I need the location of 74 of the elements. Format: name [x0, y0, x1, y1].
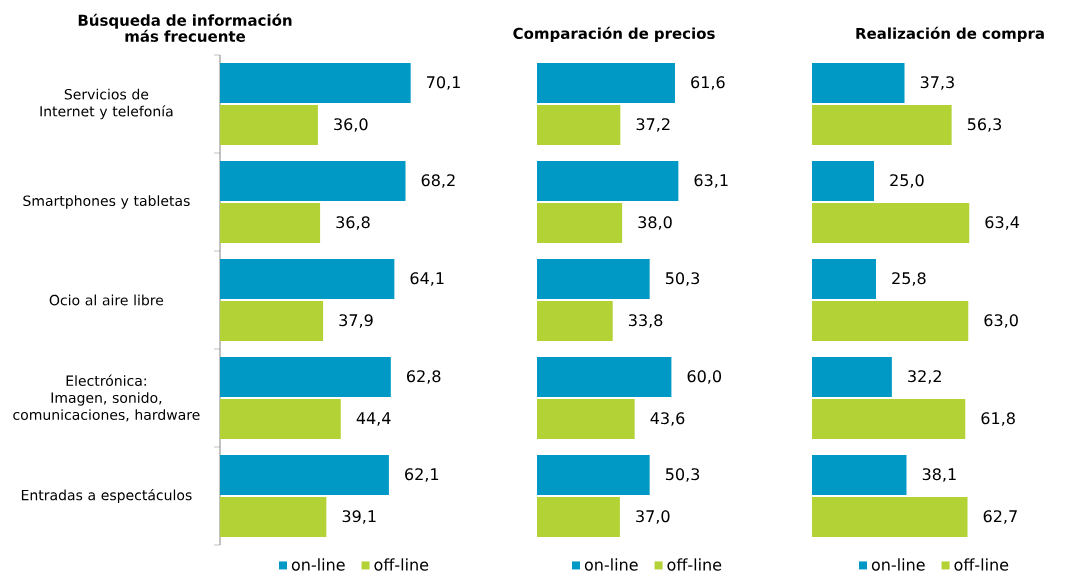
bar: [812, 63, 905, 104]
data-label: 39,1: [342, 510, 376, 525]
data-label: 61,6: [691, 76, 725, 91]
y-tick-label: Servicios de Internet y telefonía: [40, 88, 173, 120]
bar: [537, 497, 620, 538]
bar: [812, 357, 892, 398]
legend-label: on-line: [871, 558, 925, 571]
data-label: 63,1: [694, 174, 728, 189]
data-label: 36,8: [336, 216, 370, 231]
data-label: 37,2: [636, 118, 670, 133]
data-label: 38,0: [638, 216, 672, 231]
bar: [537, 105, 621, 146]
data-label: 70,1: [427, 76, 460, 91]
data-label: 32,2: [908, 370, 941, 385]
y-tick-label: Entradas a espectáculos: [21, 489, 192, 504]
bar: [812, 455, 907, 496]
data-label: 36,0: [334, 118, 368, 133]
data-label: 38,1: [922, 468, 956, 483]
data-label: 50,3: [665, 272, 700, 287]
bar: [220, 203, 321, 244]
data-label: 37,0: [636, 510, 670, 525]
data-label: 61,8: [981, 412, 1015, 427]
bar: [812, 301, 969, 342]
legend-label: off-line: [954, 558, 1009, 571]
bar: [537, 203, 623, 244]
data-label: 68,2: [421, 174, 455, 189]
data-label: 62,7: [983, 510, 1017, 525]
legend-label: off-line: [374, 558, 429, 571]
bar: [220, 301, 324, 342]
chart-title: Comparación de precios: [513, 27, 715, 43]
data-label: 50,3: [665, 468, 700, 483]
bar: [220, 497, 327, 538]
bar: [220, 105, 318, 146]
chart-title: Realización de compra: [856, 27, 1044, 43]
data-label: 62,1: [405, 468, 439, 483]
data-label: 60,0: [687, 370, 722, 385]
bar: [220, 259, 395, 300]
bar: [537, 399, 635, 440]
bar: [220, 399, 341, 440]
data-label: 44,4: [356, 412, 391, 426]
bar: [537, 161, 679, 202]
bar: [220, 455, 389, 496]
data-label: 25,8: [892, 272, 926, 287]
bar: [537, 63, 675, 104]
bar: [812, 259, 876, 300]
bar: [812, 497, 968, 538]
bar: [537, 357, 672, 398]
data-label: 43,6: [650, 412, 685, 427]
bar: [812, 161, 875, 202]
bar: [812, 399, 966, 440]
chart-title: Búsqueda de información más frecuente: [78, 13, 292, 43]
bar: [220, 161, 406, 202]
data-label: 64,1: [410, 272, 444, 287]
legend-label: on-line: [291, 558, 345, 571]
data-label: 25,0: [890, 174, 924, 189]
data-label: 33,8: [629, 314, 663, 329]
data-label: 63,4: [985, 216, 1020, 231]
data-label: 62,8: [407, 370, 441, 385]
data-label: 37,3: [920, 76, 954, 91]
data-label: 56,3: [967, 118, 1002, 133]
data-label: 37,9: [339, 314, 373, 329]
bar: [537, 259, 650, 300]
bar: [812, 105, 952, 146]
bar: [220, 357, 391, 398]
y-tick-label: Smartphones y tabletas: [23, 195, 190, 210]
y-tick-label: Electrónica: Imagen, sonido, comunicaciones, hardware: [13, 374, 200, 422]
bar: [220, 63, 411, 104]
bar: [537, 455, 650, 496]
bar: [537, 301, 613, 342]
legend-label: off-line: [667, 558, 722, 571]
legend-label: on-line: [584, 558, 638, 571]
bar: [812, 203, 970, 244]
data-label: 63,0: [984, 314, 1018, 329]
y-tick-label: Ocio al aire libre: [49, 294, 164, 306]
